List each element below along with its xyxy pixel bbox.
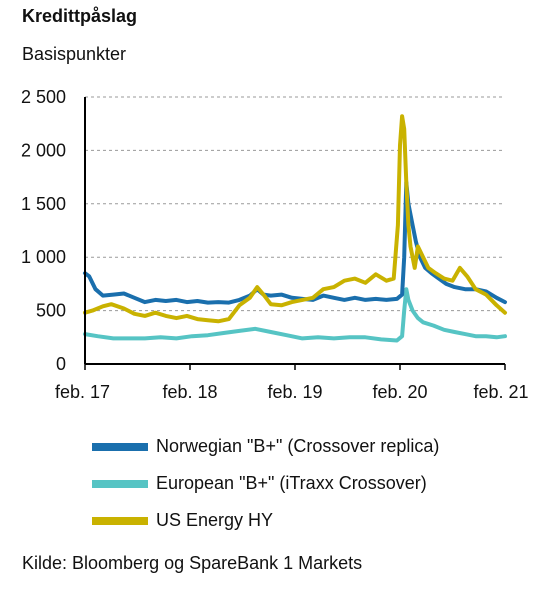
legend-item-norwegian: Norwegian "B+" (Crossover replica) [92, 428, 439, 465]
y-tick-label: 2 000 [21, 140, 66, 160]
legend-item-us-energy: US Energy HY [92, 502, 439, 539]
source-note: Kilde: Bloomberg og SpareBank 1 Markets [22, 553, 363, 573]
series-lines [83, 114, 507, 343]
y-tick-labels: 0 500 1 000 1 500 2 000 2 500 [21, 87, 66, 374]
legend-swatch-us-energy [92, 516, 148, 525]
legend: Norwegian "B+" (Crossover replica) Europ… [92, 428, 439, 539]
series-line-1 [83, 287, 507, 343]
x-tick-label: feb. 18 [162, 382, 217, 402]
legend-swatch-norwegian [92, 442, 148, 451]
y-tick-label: 500 [36, 301, 66, 321]
series-line-2 [83, 114, 507, 324]
gridlines [85, 96, 505, 312]
chart-title: Kredittpåslag [22, 6, 138, 26]
legend-label-us-energy: US Energy HY [156, 510, 274, 530]
axes [84, 97, 506, 370]
x-tick-label: feb. 20 [372, 382, 427, 402]
y-tick-label: 2 500 [21, 87, 66, 107]
y-tick-label: 0 [56, 354, 66, 374]
x-tick-labels: feb. 17 feb. 18 feb. 19 feb. 20 feb. 21 [55, 382, 529, 402]
x-tick-label: feb. 21 [473, 382, 528, 402]
series-line-0 [83, 180, 507, 305]
legend-swatch-european [92, 479, 148, 488]
y-tick-label: 1 000 [21, 247, 66, 267]
y-axis-label: Basispunkter [22, 44, 127, 64]
legend-item-european: European "B+" (iTraxx Crossover) [92, 465, 439, 502]
legend-label-european: European "B+" (iTraxx Crossover) [156, 473, 427, 493]
x-tick-label: feb. 19 [267, 382, 322, 402]
y-tick-label: 1 500 [21, 194, 66, 214]
x-tick-label: feb. 17 [55, 382, 110, 402]
legend-label-norwegian: Norwegian "B+" (Crossover replica) [156, 436, 440, 456]
